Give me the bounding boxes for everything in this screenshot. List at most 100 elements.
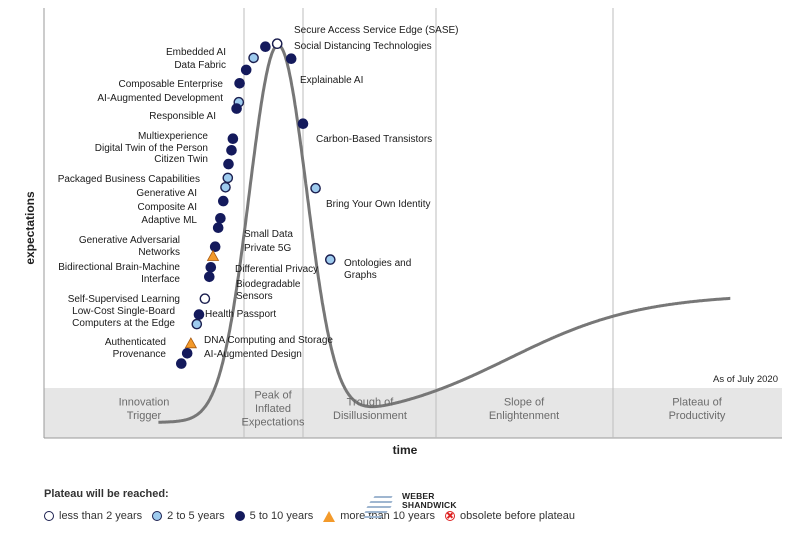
point-marker-circle — [271, 38, 283, 50]
technology-point[interactable]: Carbon-Based Transistors — [297, 118, 432, 145]
circle-icon — [44, 511, 54, 521]
point-label-line: Data Fabric — [174, 60, 226, 71]
legend-item-b510: 5 to 10 years — [234, 510, 314, 522]
phase-label-line: Slope of — [504, 396, 545, 408]
phase-label-line: Plateau of — [672, 396, 722, 408]
point-label: Composable Enterprise — [119, 79, 224, 90]
hype-curve — [158, 43, 731, 424]
technology-point[interactable]: Self-Supervised Learning — [68, 293, 211, 305]
point-label-line: Ontologies and — [344, 258, 411, 269]
legend-item-label: 5 to 10 years — [249, 510, 314, 522]
chart-frame — [43, 8, 782, 439]
point-label: Low-Cost Single-Board Computers at the Ed… — [72, 306, 175, 329]
point-marker-circle — [181, 347, 193, 359]
phase-labels: Innovation Trigger Peak of Inflated Expectat… — [119, 390, 726, 429]
technology-point[interactable]: Bidirectional Brain-Machine Interface — [58, 261, 217, 285]
point-label: Explainable AI — [300, 75, 363, 86]
technology-point[interactable]: Digital Twin of the Person — [95, 133, 239, 154]
point-label-line: Computers at the Edge — [72, 318, 175, 329]
technology-point[interactable]: Differential Privacy — [206, 249, 319, 275]
point-label: Adaptive ML — [141, 215, 197, 226]
technology-point[interactable]: Private 5G — [212, 222, 292, 254]
technology-point[interactable]: Composite AI — [138, 181, 231, 213]
technology-point[interactable]: Composable Enterprise — [119, 64, 252, 90]
technology-point[interactable]: Generative AI — [136, 172, 234, 199]
point-label: AI-Augmented Design — [204, 349, 302, 360]
technology-point[interactable]: Citizen Twin — [154, 144, 237, 165]
technology-point[interactable]: Data Fabric — [174, 52, 259, 71]
technology-point[interactable]: Social Distancing Technologies — [271, 38, 432, 52]
point-label: Citizen Twin — [154, 154, 208, 165]
phase-label-line: Trigger — [127, 410, 162, 422]
point-label-line: Bidirectional Brain-Machine — [58, 262, 180, 273]
point-marker-triangle — [184, 337, 198, 349]
technology-point[interactable]: Multiexperience — [138, 103, 242, 142]
technology-point[interactable]: AI-Augmented Development — [97, 78, 245, 104]
point-label: Ontologies and Graphs — [344, 258, 411, 281]
point-label: Bidirectional Brain-Machine Interface — [58, 262, 180, 285]
technology-point[interactable]: DNA Computing and Storage — [184, 335, 333, 349]
point-label: Authenticated Provenance — [105, 337, 167, 360]
technology-point[interactable]: Ontologies and Graphs — [324, 254, 412, 281]
point-label-line: Provenance — [113, 349, 167, 360]
point-marker-circle — [226, 144, 237, 156]
technology-point[interactable]: Authenticated Provenance — [105, 337, 187, 369]
point-marker-circle — [297, 118, 309, 129]
technology-point[interactable]: Small Data — [215, 212, 294, 240]
point-label: AI-Augmented Development — [97, 93, 223, 104]
point-label-line: Composite AI — [138, 202, 197, 213]
point-label: Self-Supervised Learning — [68, 294, 180, 305]
legend-title: Plateau will be reached: — [44, 488, 169, 500]
technology-point[interactable]: Embedded AI — [166, 41, 271, 58]
point-label-line: Graphs — [344, 270, 377, 281]
point-marker-circle — [240, 64, 252, 76]
point-label-line: Packaged Business Capabilities — [58, 174, 200, 185]
legend-item-lt2: less than 2 years — [44, 510, 142, 522]
technology-point[interactable]: Generative Adversarial Networks — [79, 235, 221, 258]
point-label: Digital Twin of the Person — [95, 143, 208, 154]
legend: Plateau will be reached: less than 2 yea… — [44, 488, 664, 522]
hype-cycle-chart: Innovation Trigger Peak of Inflated Expectat… — [23, 8, 782, 457]
legend-item-obs: obsolete before plateau — [445, 510, 575, 522]
point-marker-circle — [248, 52, 259, 64]
technology-point[interactable]: Low-Cost Single-Board Computers at the Ed… — [72, 306, 203, 330]
technology-point[interactable]: Explainable AI — [285, 53, 364, 86]
point-label: Embedded AI — [166, 47, 226, 58]
point-label-line: Composable Enterprise — [119, 79, 224, 90]
phase-label: Trough of Disillusionment — [333, 396, 407, 422]
point-label-line: Low-Cost Single-Board — [72, 306, 175, 317]
point-label-line: Social Distancing Technologies — [294, 41, 432, 52]
point-marker-circle — [220, 181, 231, 193]
point-label-line: Explainable AI — [300, 75, 363, 86]
legend-item-gt10: more than 10 years — [323, 510, 435, 522]
technology-point[interactable]: Biodegradable Sensors — [203, 271, 301, 302]
point-label-line: Private 5G — [244, 243, 291, 254]
technology-point[interactable]: Adaptive ML — [141, 195, 229, 227]
phase-label-line: Productivity — [669, 410, 726, 422]
technology-point[interactable]: AI-Augmented Design — [181, 347, 302, 360]
point-marker-circle — [217, 195, 229, 207]
technology-point[interactable]: Packaged Business Capabilities — [58, 158, 234, 186]
point-label-line: Networks — [138, 247, 180, 258]
point-label: Social Distancing Technologies — [294, 41, 432, 52]
technology-point[interactable]: Bring Your Own Identity — [310, 182, 431, 210]
point-marker-circle — [193, 309, 205, 320]
point-label-line: Differential Privacy — [235, 264, 318, 275]
legend-item-label: less than 2 years — [59, 510, 143, 522]
point-marker-circle — [231, 103, 242, 114]
point-marker-circle — [203, 271, 215, 283]
point-marker-circle — [285, 53, 297, 65]
legend-item-label: more than 10 years — [340, 510, 436, 522]
weber-shandwick-watermark: WEBER SHANDWICK — [362, 490, 472, 526]
point-label-line: DNA Computing and Storage — [204, 335, 333, 346]
point-marker-circle — [199, 293, 211, 305]
point-marker-circle — [212, 222, 224, 233]
point-marker-circle — [191, 318, 203, 330]
point-label-line: Embedded AI — [166, 47, 226, 58]
point-label-line: Responsible AI — [149, 111, 216, 122]
point-label: Generative Adversarial Networks — [79, 235, 180, 258]
phase-label-line: Enlightenment — [489, 410, 559, 422]
point-marker-circle — [310, 182, 321, 194]
technology-point[interactable]: Health Passport — [193, 309, 276, 320]
technology-points: Secure Access Service Edge (SASE) Social … — [58, 25, 459, 369]
